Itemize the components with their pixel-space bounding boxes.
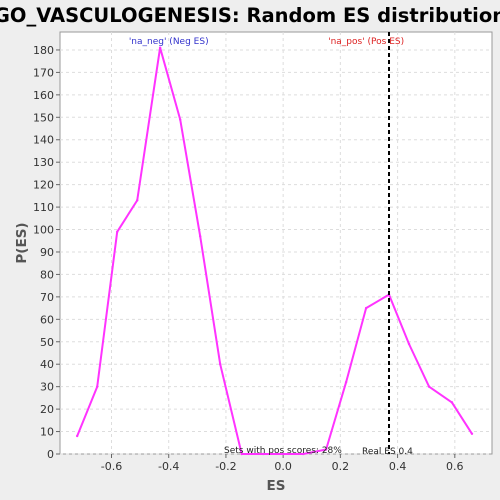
y-axis-label: P(ES)	[14, 222, 30, 263]
data-point	[324, 448, 328, 451]
data-point	[116, 230, 119, 233]
x-tick-label: -0.2	[215, 460, 236, 473]
x-tick-label: 0.4	[389, 460, 407, 473]
data-point	[95, 385, 99, 388]
y-tick-label: 30	[40, 381, 54, 394]
data-point	[407, 342, 411, 346]
x-axis-label: ES	[267, 478, 286, 494]
annotations: 'na_neg' (Neg ES) 'na_pos' (Pos ES) Sets…	[129, 32, 413, 457]
plot-area	[59, 31, 493, 455]
grid	[60, 32, 492, 455]
data-point	[261, 452, 265, 456]
y-tick-label: 160	[33, 89, 54, 102]
legend-neg-label: 'na_neg' (Neg ES)	[129, 37, 209, 47]
y-tick-label: 80	[40, 268, 54, 281]
data-point	[344, 380, 348, 384]
y-tick-label: 180	[33, 44, 54, 57]
data-point	[158, 46, 162, 49]
real-es-label: Real ES 0.4	[362, 447, 413, 457]
y-tick-label: 20	[40, 403, 54, 416]
data-point	[364, 306, 368, 310]
y-tick-label: 90	[40, 246, 54, 259]
data-point	[281, 452, 285, 456]
x-tick-label: 0.6	[446, 460, 464, 473]
y-tick-label: 100	[33, 224, 54, 237]
data-point	[198, 235, 202, 238]
y-tick-label: 0	[47, 448, 54, 461]
data-point	[75, 434, 79, 438]
y-tick-label: 110	[33, 201, 54, 214]
y-tick-label: 10	[40, 426, 54, 439]
y-tick-label: 150	[33, 111, 54, 124]
legend-pos-label: 'na_pos' (Pos ES)	[328, 37, 404, 47]
data-point	[136, 199, 139, 202]
x-tick-label: 0.0	[274, 460, 292, 473]
y-tick-label: 130	[33, 156, 54, 169]
data-point	[301, 452, 305, 456]
es-distribution-line	[76, 46, 473, 455]
x-tick-label: -0.6	[101, 460, 122, 473]
axes: 0 10 20 30 40 50 60 70 80 90 100 110 120 130 140 150 160…	[33, 44, 464, 473]
y-tick-label: 60	[40, 313, 54, 326]
data-point	[427, 385, 431, 388]
y-tick-label: 50	[40, 336, 54, 349]
y-tick-label: 40	[40, 358, 54, 371]
data-point	[240, 452, 243, 456]
x-tick-label: 0.2	[332, 460, 350, 473]
sets-pos-scores-label: Sets with pos scores: 28%	[224, 446, 342, 456]
y-tick-label: 170	[33, 66, 54, 79]
data-point	[450, 401, 454, 404]
y-tick-label: 140	[33, 134, 54, 147]
data-point	[219, 363, 222, 366]
chart-title: GO_VASCULOGENESIS: Random ES distributio…	[0, 4, 500, 27]
data-point	[178, 118, 182, 121]
x-tick-label: -0.4	[158, 460, 179, 473]
y-tick-label: 120	[33, 179, 54, 192]
data-point	[470, 432, 474, 435]
y-tick-label: 70	[40, 291, 54, 304]
